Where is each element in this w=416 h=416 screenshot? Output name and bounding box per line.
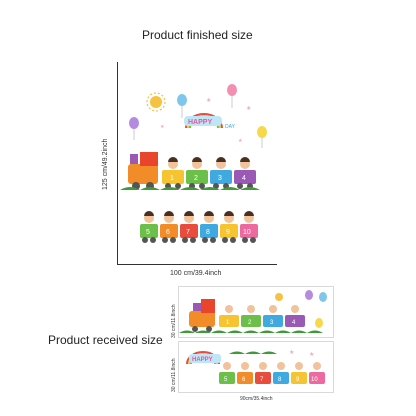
day-text: DAY xyxy=(225,124,236,130)
svg-text:★: ★ xyxy=(309,351,314,358)
received-sheet-bottom: HAPPY 5 6 7 8 9 10 ★ ★ xyxy=(178,341,334,393)
finished-size-title: Product finished size xyxy=(142,28,253,42)
svg-text:4: 4 xyxy=(242,175,246,182)
svg-text:7: 7 xyxy=(186,229,190,236)
svg-text:★: ★ xyxy=(246,105,251,112)
svg-text:2: 2 xyxy=(194,175,198,182)
svg-text:8: 8 xyxy=(278,377,282,383)
svg-text:4: 4 xyxy=(292,320,296,326)
received-size-title: Product received size xyxy=(48,333,163,347)
svg-text:6: 6 xyxy=(242,377,246,383)
svg-text:★: ★ xyxy=(238,138,243,144)
svg-text:1: 1 xyxy=(170,175,174,182)
finished-wall-sticker-illustration: HAPPY DAY ★ ★ ★ ★ 1 2 3 4 xyxy=(120,84,267,243)
received-width-label: 90cm/35.4inch xyxy=(240,396,273,402)
received-bottom-sheet-illustration: HAPPY 5 6 7 8 9 10 ★ ★ xyxy=(186,349,325,384)
svg-text:9: 9 xyxy=(226,229,230,236)
svg-text:7: 7 xyxy=(260,377,264,383)
svg-text:10: 10 xyxy=(311,377,318,383)
received-top-sheet-illustration: 1 2 3 4 xyxy=(179,290,327,333)
svg-text:3: 3 xyxy=(218,175,222,182)
sun-icon xyxy=(146,92,166,112)
width-dimension-line xyxy=(117,264,277,265)
svg-text:6: 6 xyxy=(166,229,170,236)
happy-text: HAPPY xyxy=(188,119,212,126)
svg-text:★: ★ xyxy=(206,97,211,104)
svg-text:9: 9 xyxy=(296,377,300,383)
received-height-label-top: 30 cm/11.8inch xyxy=(171,304,177,338)
svg-text:2: 2 xyxy=(248,320,252,326)
svg-text:8: 8 xyxy=(206,229,210,236)
height-dimension-line xyxy=(117,62,118,264)
bottom-train: 5 6 7 8 9 10 xyxy=(140,211,258,243)
received-sheet-top: 1 2 3 4 xyxy=(178,286,334,338)
balloon-icon xyxy=(129,84,267,148)
svg-text:★: ★ xyxy=(160,124,165,130)
finished-width-label: 100 cm/39.4inch xyxy=(170,270,222,277)
received-height-label-bottom: 30 cm/11.8inch xyxy=(171,358,177,392)
svg-text:★: ★ xyxy=(289,349,294,356)
finished-height-label: 125 cm/49.2inch xyxy=(102,138,109,190)
top-train: 1 2 3 4 xyxy=(120,152,260,190)
svg-text:5: 5 xyxy=(146,229,150,236)
svg-text:3: 3 xyxy=(270,320,274,326)
svg-text:HAPPY: HAPPY xyxy=(192,357,213,363)
svg-text:1: 1 xyxy=(226,320,230,326)
svg-text:10: 10 xyxy=(243,229,251,236)
svg-text:5: 5 xyxy=(224,377,228,383)
